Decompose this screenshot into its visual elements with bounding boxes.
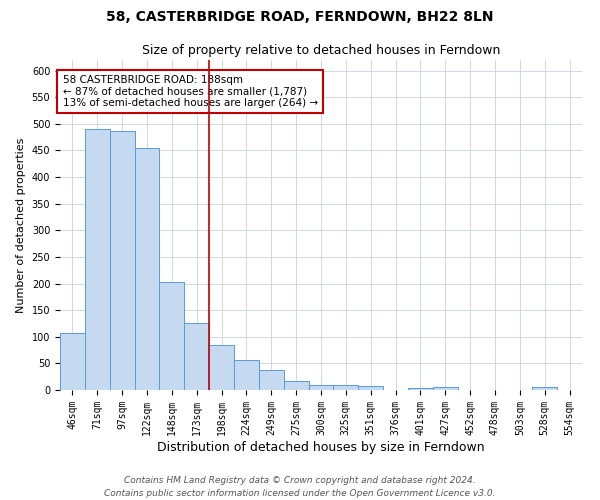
Bar [209,345,234,390]
X-axis label: Distribution of detached houses by size in Ferndown: Distribution of detached houses by size … [157,440,485,454]
Bar [532,387,557,390]
Bar [184,324,209,390]
Bar [308,384,334,390]
Bar [358,386,383,390]
Bar [234,360,259,390]
Bar [60,333,85,390]
Bar [134,148,160,390]
Text: 58, CASTERBRIDGE ROAD, FERNDOWN, BH22 8LN: 58, CASTERBRIDGE ROAD, FERNDOWN, BH22 8L… [106,10,494,24]
Bar [110,131,134,390]
Bar [284,381,308,390]
Text: Contains HM Land Registry data © Crown copyright and database right 2024.
Contai: Contains HM Land Registry data © Crown c… [104,476,496,498]
Bar [433,388,458,390]
Bar [85,129,110,390]
Y-axis label: Number of detached properties: Number of detached properties [16,138,26,312]
Title: Size of property relative to detached houses in Ferndown: Size of property relative to detached ho… [142,44,500,58]
Bar [408,388,433,390]
Bar [334,384,358,390]
Bar [160,282,184,390]
Bar [259,370,284,390]
Text: 58 CASTERBRIDGE ROAD: 188sqm
← 87% of detached houses are smaller (1,787)
13% of: 58 CASTERBRIDGE ROAD: 188sqm ← 87% of de… [62,75,318,108]
